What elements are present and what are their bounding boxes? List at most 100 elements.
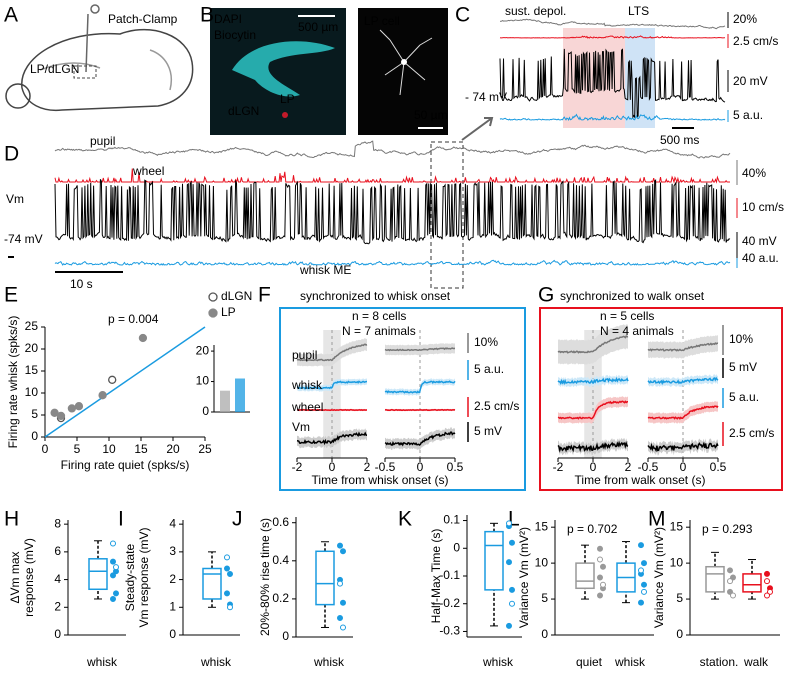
point [110, 572, 116, 579]
y-tick-label: 0 [54, 627, 61, 641]
point [110, 558, 116, 565]
point [113, 564, 119, 571]
pupil-trace [499, 18, 726, 30]
scale-label: 10 cm/s [742, 200, 784, 214]
y-axis-title: Firing rate whisk (spks/s) [6, 316, 20, 449]
box [88, 558, 108, 591]
y-tick-label: 20 [25, 341, 39, 355]
y-tick-label: 0.4 [272, 553, 289, 567]
pipette [85, 13, 89, 73]
x-tick-label: -2 [553, 460, 564, 474]
point [764, 570, 770, 577]
mean-trace [647, 441, 719, 453]
annotation: N = 7 animals [342, 324, 416, 338]
point [113, 590, 119, 597]
x-tick-label: whisk [614, 655, 646, 669]
box [705, 565, 725, 593]
y-tick-label: 5 [541, 591, 548, 605]
y-tick-label: -0.2 [439, 596, 460, 610]
panel-label: C [455, 4, 470, 27]
x-axis-title: Time from whisk onset (s) [312, 473, 449, 487]
mean-trace [384, 380, 456, 394]
trace-label: Vm [6, 192, 24, 206]
scale-label: 500 ms [660, 133, 699, 147]
x-tick-label: 5 [74, 442, 81, 456]
annotation: LTS [628, 4, 649, 18]
point [638, 599, 644, 606]
y-axis-title: Steady-state [123, 543, 137, 611]
x-tick-label: 20 [166, 442, 180, 456]
x-tick-label: quiet [576, 655, 603, 669]
stain-label: Biocytin [214, 28, 256, 42]
point [600, 581, 606, 588]
y-tick-label: 0.6 [272, 515, 289, 529]
y-tick-label: 2 [54, 599, 61, 613]
x-tick-label: walk [743, 655, 769, 669]
y-tick-label: 0 [31, 429, 38, 443]
scale-label: 5 mV [474, 424, 502, 438]
x-axis-title: Firing rate quiet (spks/s) [61, 458, 190, 472]
hippocampus-stain [232, 41, 335, 97]
neuron [379, 29, 433, 96]
zoom-arrow [461, 117, 494, 141]
x-tick-label: 2 [625, 460, 632, 474]
scale-label: 5 a.u. [733, 108, 763, 122]
mean-trace [296, 431, 368, 446]
box [315, 550, 335, 606]
y-tick-label: 0 [541, 627, 548, 641]
point [337, 580, 343, 587]
x-tick-label: whisk [200, 655, 232, 669]
x-tick-label: whisk [482, 655, 514, 669]
annotation: LP/dLGN [30, 62, 79, 76]
panel-label: D [4, 143, 19, 166]
scale-label: 50 µm [414, 108, 448, 122]
y-tick-label: 5 [31, 407, 38, 421]
point [727, 578, 733, 585]
pipette-holder [90, 4, 100, 14]
y-axis-title: response (mV) [22, 538, 36, 617]
y-axis-title: Variance Vm (mV²) [517, 527, 531, 628]
y-tick-label: 4 [169, 516, 176, 530]
x-tick-label: 0.5 [710, 460, 727, 474]
point [108, 375, 117, 384]
x-tick-label: -2 [292, 460, 303, 474]
panel-label: E [4, 284, 18, 307]
annotation: N = 4 animals [600, 324, 674, 338]
scale-label: 10 s [70, 277, 93, 291]
x-tick-label: 0 [680, 460, 687, 474]
scale-label: 40 a.u. [742, 251, 779, 265]
x-tick-label: 0 [590, 460, 597, 474]
x-tick-label: 10 [102, 442, 116, 456]
point [506, 559, 512, 566]
panel-label: M [648, 508, 666, 531]
mean-trace [296, 343, 368, 362]
unity-line [44, 326, 206, 438]
panel-label: K [398, 508, 412, 531]
scale-label: 2.5 cm/s [474, 399, 519, 413]
point [74, 402, 84, 411]
stain-label: DAPI [214, 12, 242, 26]
y-tick-label: 10 [196, 374, 210, 388]
y-tick-label: 10 [25, 385, 39, 399]
soma [401, 59, 407, 65]
vm-trace [499, 48, 726, 119]
y-tick-label: 0 [202, 404, 209, 418]
point [730, 592, 736, 599]
scale-label: 5 a.u. [474, 362, 504, 376]
box [575, 562, 595, 590]
sem-band [558, 374, 628, 388]
box [742, 573, 762, 593]
x-tick-label: -0.5 [638, 460, 659, 474]
scale-label: 20 mV [733, 74, 768, 88]
y-tick-label: 8 [54, 516, 61, 530]
point [641, 560, 647, 567]
panel-label: G [538, 284, 554, 307]
mean-trace [647, 405, 719, 420]
panel-label: L [508, 508, 520, 531]
point [641, 588, 647, 595]
point [227, 604, 233, 611]
legend-marker [208, 292, 218, 302]
x-tick-label: whisk [86, 655, 118, 669]
point [50, 408, 59, 417]
